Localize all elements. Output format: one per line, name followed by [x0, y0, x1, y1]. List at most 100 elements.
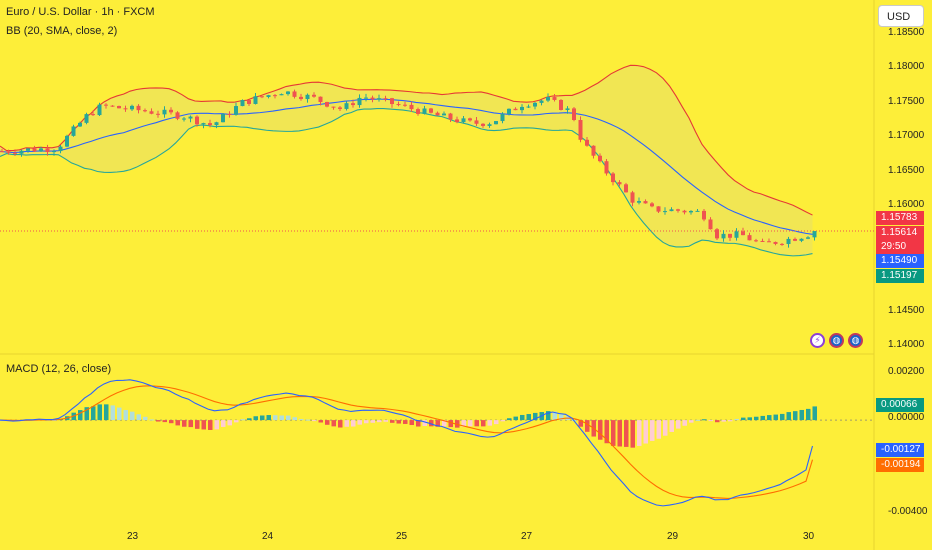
globe-icon[interactable]: ◍: [848, 333, 863, 348]
candle-body: [416, 109, 420, 114]
macd-histogram-bar: [377, 420, 382, 423]
macd-histogram-bar: [663, 420, 668, 436]
candle-body: [806, 237, 810, 239]
last-price-badge: 1.15614: [876, 226, 924, 240]
currency-button[interactable]: USD: [878, 5, 924, 27]
price-tick: 1.17000: [888, 130, 925, 141]
macd-histogram-bar: [546, 411, 551, 421]
candle-body: [26, 148, 30, 151]
candle-body: [234, 106, 238, 115]
candle-body: [760, 240, 765, 242]
time-tick: 29: [667, 531, 679, 542]
candle-body: [78, 122, 82, 127]
candle-body: [442, 113, 446, 116]
macd-histogram-bar: [728, 420, 733, 422]
candle-body: [383, 98, 388, 100]
candle-body: [273, 95, 277, 97]
bb-upper-badge: 1.15783: [876, 211, 924, 225]
candle-body: [624, 184, 628, 193]
macd-histogram-bar: [182, 420, 187, 427]
candle-body: [117, 105, 121, 109]
price-tick: 1.18500: [888, 27, 925, 38]
candle-body: [708, 219, 713, 230]
macd-histogram-bar: [513, 416, 518, 421]
macd-histogram-bar: [383, 420, 388, 422]
macd-histogram-bar: [396, 420, 401, 424]
candle-body: [377, 98, 381, 100]
macd-histogram-bar: [403, 420, 408, 424]
time-tick: 27: [521, 531, 533, 542]
candle-body: [552, 97, 557, 100]
candle-body: [702, 210, 706, 220]
bb-lower-badge: 1.15197: [876, 269, 924, 283]
symbol-title[interactable]: Euro / U.S. Dollar · 1h · FXCM: [6, 6, 155, 18]
candle-body: [682, 210, 687, 213]
candle-body: [39, 148, 43, 152]
candle-body: [669, 209, 674, 212]
candle-body: [253, 96, 258, 104]
macd-histogram-bar: [364, 420, 369, 424]
macd-histogram-bar: [214, 420, 219, 430]
candle-body: [156, 113, 160, 115]
macd-histogram-bar: [786, 412, 791, 421]
candle-body: [188, 116, 193, 119]
macd-line: [0, 379, 814, 507]
macd-histogram-bar: [494, 420, 499, 425]
candle-body: [344, 103, 349, 109]
candle-body: [578, 120, 583, 140]
macd-histogram-bar: [702, 419, 707, 421]
macd-indicator-label[interactable]: MACD (12, 26, close): [6, 363, 112, 375]
candle-body: [585, 139, 589, 146]
candle-body: [637, 201, 641, 203]
candle-body: [13, 152, 17, 154]
macd-histogram-bar: [208, 420, 213, 430]
macd-histogram-bar: [416, 420, 421, 427]
candle-body: [741, 231, 745, 236]
candle-body: [780, 243, 784, 245]
candle-body: [715, 229, 719, 239]
macd-tick: -0.00400: [888, 506, 928, 517]
macd-histogram-bar: [708, 420, 713, 422]
macd-histogram-bar: [338, 420, 343, 428]
bb-indicator-label[interactable]: BB (20, SMA, close, 2): [6, 25, 118, 37]
candle-body: [461, 118, 466, 123]
price-tick: 1.14500: [888, 305, 925, 316]
candle-body: [455, 119, 459, 123]
macd-histogram-bar: [390, 420, 395, 423]
candle-body: [481, 123, 485, 126]
macd-line-badge: -0.00127: [876, 443, 924, 457]
price-tick: 1.16500: [888, 165, 925, 176]
macd-histogram-bar: [676, 420, 681, 429]
bb-lower-line: [0, 108, 813, 257]
candle-body: [409, 104, 414, 110]
macd-histogram-bar: [650, 420, 655, 441]
macd-histogram-bar: [221, 420, 226, 427]
candle-body: [240, 100, 245, 107]
time-tick: 24: [262, 531, 274, 542]
macd-histogram-bar: [273, 415, 278, 421]
candle-body: [533, 102, 537, 107]
bb-basis-line: [0, 98, 813, 235]
macd-histogram-bar: [292, 417, 297, 421]
macd-histogram-bar: [299, 419, 304, 421]
candle-body: [793, 238, 797, 241]
macd-histogram-bar: [175, 420, 180, 426]
macd-histogram-bar: [442, 420, 447, 427]
candle-body: [487, 124, 492, 126]
macd-histogram-bar: [247, 418, 252, 421]
candle-body: [286, 91, 290, 95]
macd-histogram-bar: [793, 411, 798, 421]
macd-histogram-bar: [104, 404, 109, 421]
globe-icon[interactable]: ◍: [829, 333, 844, 348]
candle-body: [559, 99, 563, 110]
macd-signal-line: [0, 385, 814, 499]
macd-histogram-bar: [474, 420, 479, 427]
macd-histogram-bar: [468, 420, 473, 427]
candle-body: [130, 105, 134, 110]
candle-body: [468, 118, 472, 121]
lightning-icon[interactable]: ⚡: [810, 333, 825, 348]
macd-histogram-bar: [305, 419, 310, 421]
candle-body: [227, 114, 232, 116]
price-tick: 1.17500: [888, 96, 925, 107]
